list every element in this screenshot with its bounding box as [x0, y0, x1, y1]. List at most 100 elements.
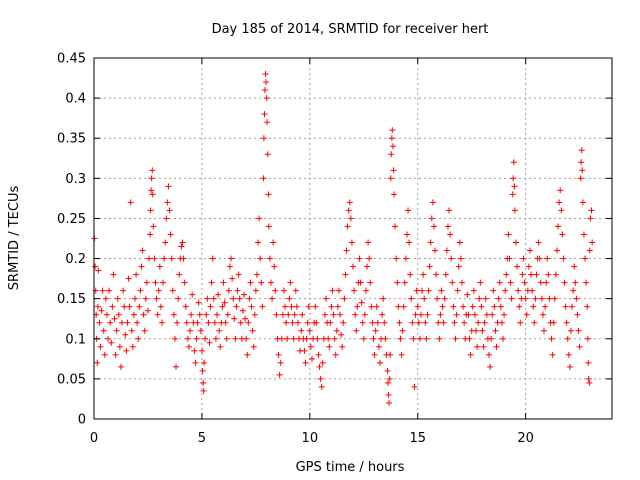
data-point-marker — [101, 351, 108, 358]
data-point-marker — [483, 311, 490, 318]
data-point-marker — [262, 71, 269, 78]
data-point-marker — [366, 255, 373, 262]
data-point-marker — [247, 279, 254, 286]
data-point-marker — [233, 303, 240, 310]
data-point-marker — [375, 343, 382, 350]
data-point-marker — [584, 335, 591, 342]
data-point-marker — [128, 327, 135, 334]
data-point-marker — [112, 351, 119, 358]
data-point-marker — [107, 319, 114, 326]
data-point-marker — [387, 351, 394, 358]
data-point-marker — [441, 295, 448, 302]
data-point-marker — [473, 327, 480, 334]
data-point-marker — [550, 319, 557, 326]
data-point-marker — [402, 255, 409, 262]
data-point-marker — [171, 335, 178, 342]
data-point-marker — [528, 271, 535, 278]
data-point-marker — [408, 295, 415, 302]
data-point-marker — [530, 303, 537, 310]
data-point-marker — [284, 335, 291, 342]
data-point-marker — [279, 311, 286, 318]
data-point-marker — [343, 247, 350, 254]
data-point-marker — [564, 335, 571, 342]
data-point-marker — [427, 239, 434, 246]
data-point-marker — [226, 263, 233, 270]
data-point-marker — [522, 295, 529, 302]
data-point-marker — [519, 271, 526, 278]
data-point-marker — [150, 223, 157, 230]
data-point-marker — [156, 263, 163, 270]
data-point-marker — [334, 303, 341, 310]
data-point-marker — [558, 207, 565, 214]
data-point-marker — [133, 271, 140, 278]
data-point-marker — [506, 255, 513, 262]
data-point-marker — [219, 303, 226, 310]
data-point-marker — [192, 359, 199, 366]
data-point-marker — [253, 271, 260, 278]
data-point-marker — [119, 319, 126, 326]
data-point-marker — [251, 311, 258, 318]
data-point-marker — [443, 247, 450, 254]
data-point-marker — [117, 363, 124, 370]
data-point-marker — [278, 335, 285, 342]
data-point-marker — [458, 279, 465, 286]
data-point-marker — [571, 263, 578, 270]
y-tick-label: 0.3 — [65, 172, 86, 187]
data-point-marker — [220, 279, 227, 286]
data-point-marker — [208, 279, 215, 286]
data-point-marker — [129, 343, 136, 350]
x-tick-label: 15 — [409, 431, 426, 446]
data-point-marker — [160, 279, 167, 286]
data-point-marker — [149, 167, 156, 174]
data-point-marker — [448, 255, 455, 262]
data-point-marker — [347, 215, 354, 222]
data-point-marker — [386, 399, 393, 406]
data-point-marker — [437, 311, 444, 318]
data-point-marker — [214, 311, 221, 318]
data-point-marker — [465, 311, 472, 318]
data-point-marker — [114, 295, 121, 302]
data-point-marker — [316, 363, 323, 370]
data-point-marker — [485, 351, 492, 358]
data-point-marker — [411, 383, 418, 390]
data-point-marker — [136, 303, 143, 310]
data-point-marker — [330, 311, 337, 318]
data-point-marker — [469, 303, 476, 310]
data-point-marker — [498, 319, 505, 326]
data-point-marker — [130, 311, 137, 318]
data-point-marker — [245, 319, 252, 326]
data-point-marker — [292, 287, 299, 294]
data-point-marker — [389, 127, 396, 134]
data-point-marker — [406, 239, 413, 246]
data-point-marker — [452, 335, 459, 342]
data-point-marker — [339, 343, 346, 350]
data-point-marker — [167, 231, 174, 238]
data-point-marker — [142, 295, 149, 302]
y-tick-label: 0.1 — [65, 332, 86, 347]
data-point-marker — [387, 175, 394, 182]
data-point-marker — [467, 351, 474, 358]
data-point-marker — [422, 319, 429, 326]
data-point-marker — [198, 347, 205, 354]
data-point-marker — [440, 319, 447, 326]
data-point-marker — [356, 255, 363, 262]
data-point-marker — [561, 279, 568, 286]
data-point-marker — [574, 311, 581, 318]
data-point-marker — [478, 303, 485, 310]
data-point-marker — [263, 79, 270, 86]
data-point-marker — [555, 223, 562, 230]
data-point-marker — [501, 311, 508, 318]
data-point-marker — [202, 335, 209, 342]
data-point-marker — [395, 303, 402, 310]
data-point-marker — [552, 271, 559, 278]
data-point-marker — [271, 263, 278, 270]
data-point-marker — [126, 303, 133, 310]
data-point-marker — [200, 387, 207, 394]
data-point-marker — [589, 239, 596, 246]
data-point-marker — [197, 327, 204, 334]
data-point-marker — [510, 175, 517, 182]
data-point-marker — [482, 295, 489, 302]
data-point-marker — [382, 335, 389, 342]
data-point-marker — [401, 279, 408, 286]
data-point-marker — [127, 199, 134, 206]
